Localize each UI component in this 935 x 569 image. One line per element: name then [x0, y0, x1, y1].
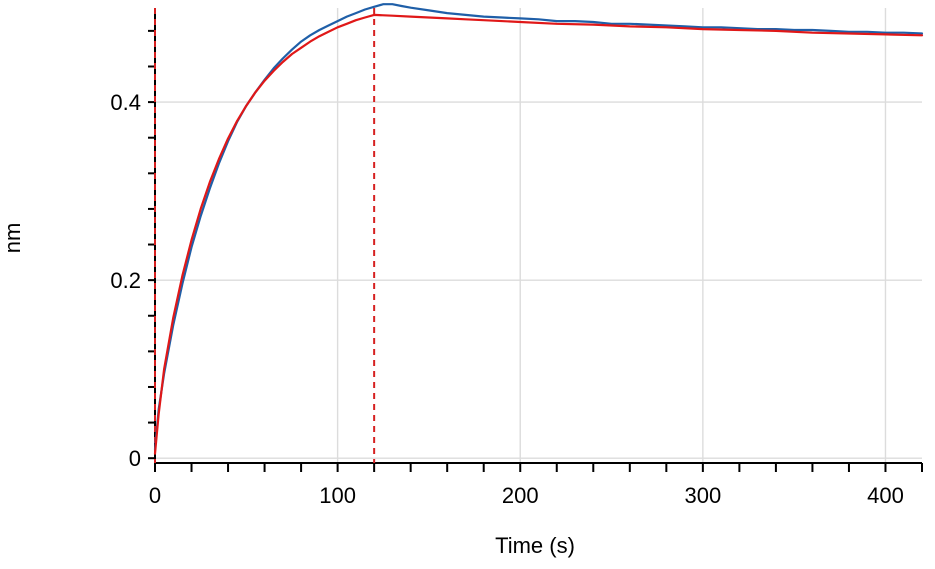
- grid-layer: [155, 8, 922, 463]
- y-axis-title: nm: [0, 223, 25, 254]
- labels-layer: nm Time (s) 0 100 200 300 400 0 0.2 0.4: [0, 90, 904, 558]
- y-tick-label: 0: [129, 446, 141, 471]
- y-tick-label: 0.2: [110, 268, 141, 293]
- x-tick-label: 100: [319, 483, 356, 508]
- axes-layer: [148, 8, 923, 472]
- measured-curve-line: [153, 3, 924, 451]
- x-tick-label: 200: [502, 483, 539, 508]
- marker-layer: [154, 8, 376, 463]
- x-tick-label: 0: [149, 483, 161, 508]
- series-layer: [153, 3, 924, 455]
- x-tick-label: 400: [867, 483, 904, 508]
- x-tick-label: 300: [684, 483, 721, 508]
- y-tick-label: 0.4: [110, 90, 141, 115]
- fit-curve-line: [153, 13, 924, 455]
- x-axis-title: Time (s): [495, 533, 575, 558]
